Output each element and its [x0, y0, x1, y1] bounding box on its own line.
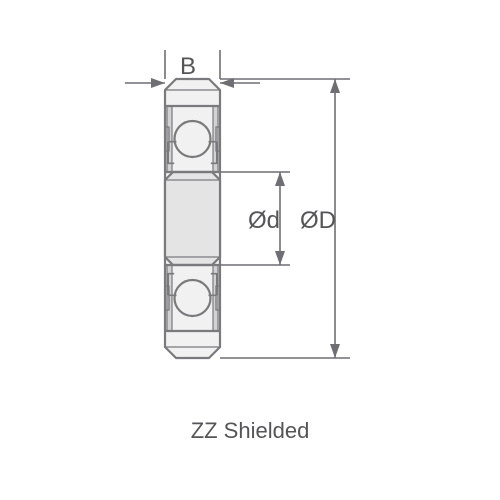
- diagram-canvas: B ØD Ød ZZ Shielded: [0, 0, 500, 500]
- diagram-caption: ZZ Shielded: [0, 418, 500, 444]
- svg-text:Ød: Ød: [248, 207, 280, 234]
- svg-text:ØD: ØD: [300, 207, 336, 234]
- svg-text:B: B: [180, 53, 196, 80]
